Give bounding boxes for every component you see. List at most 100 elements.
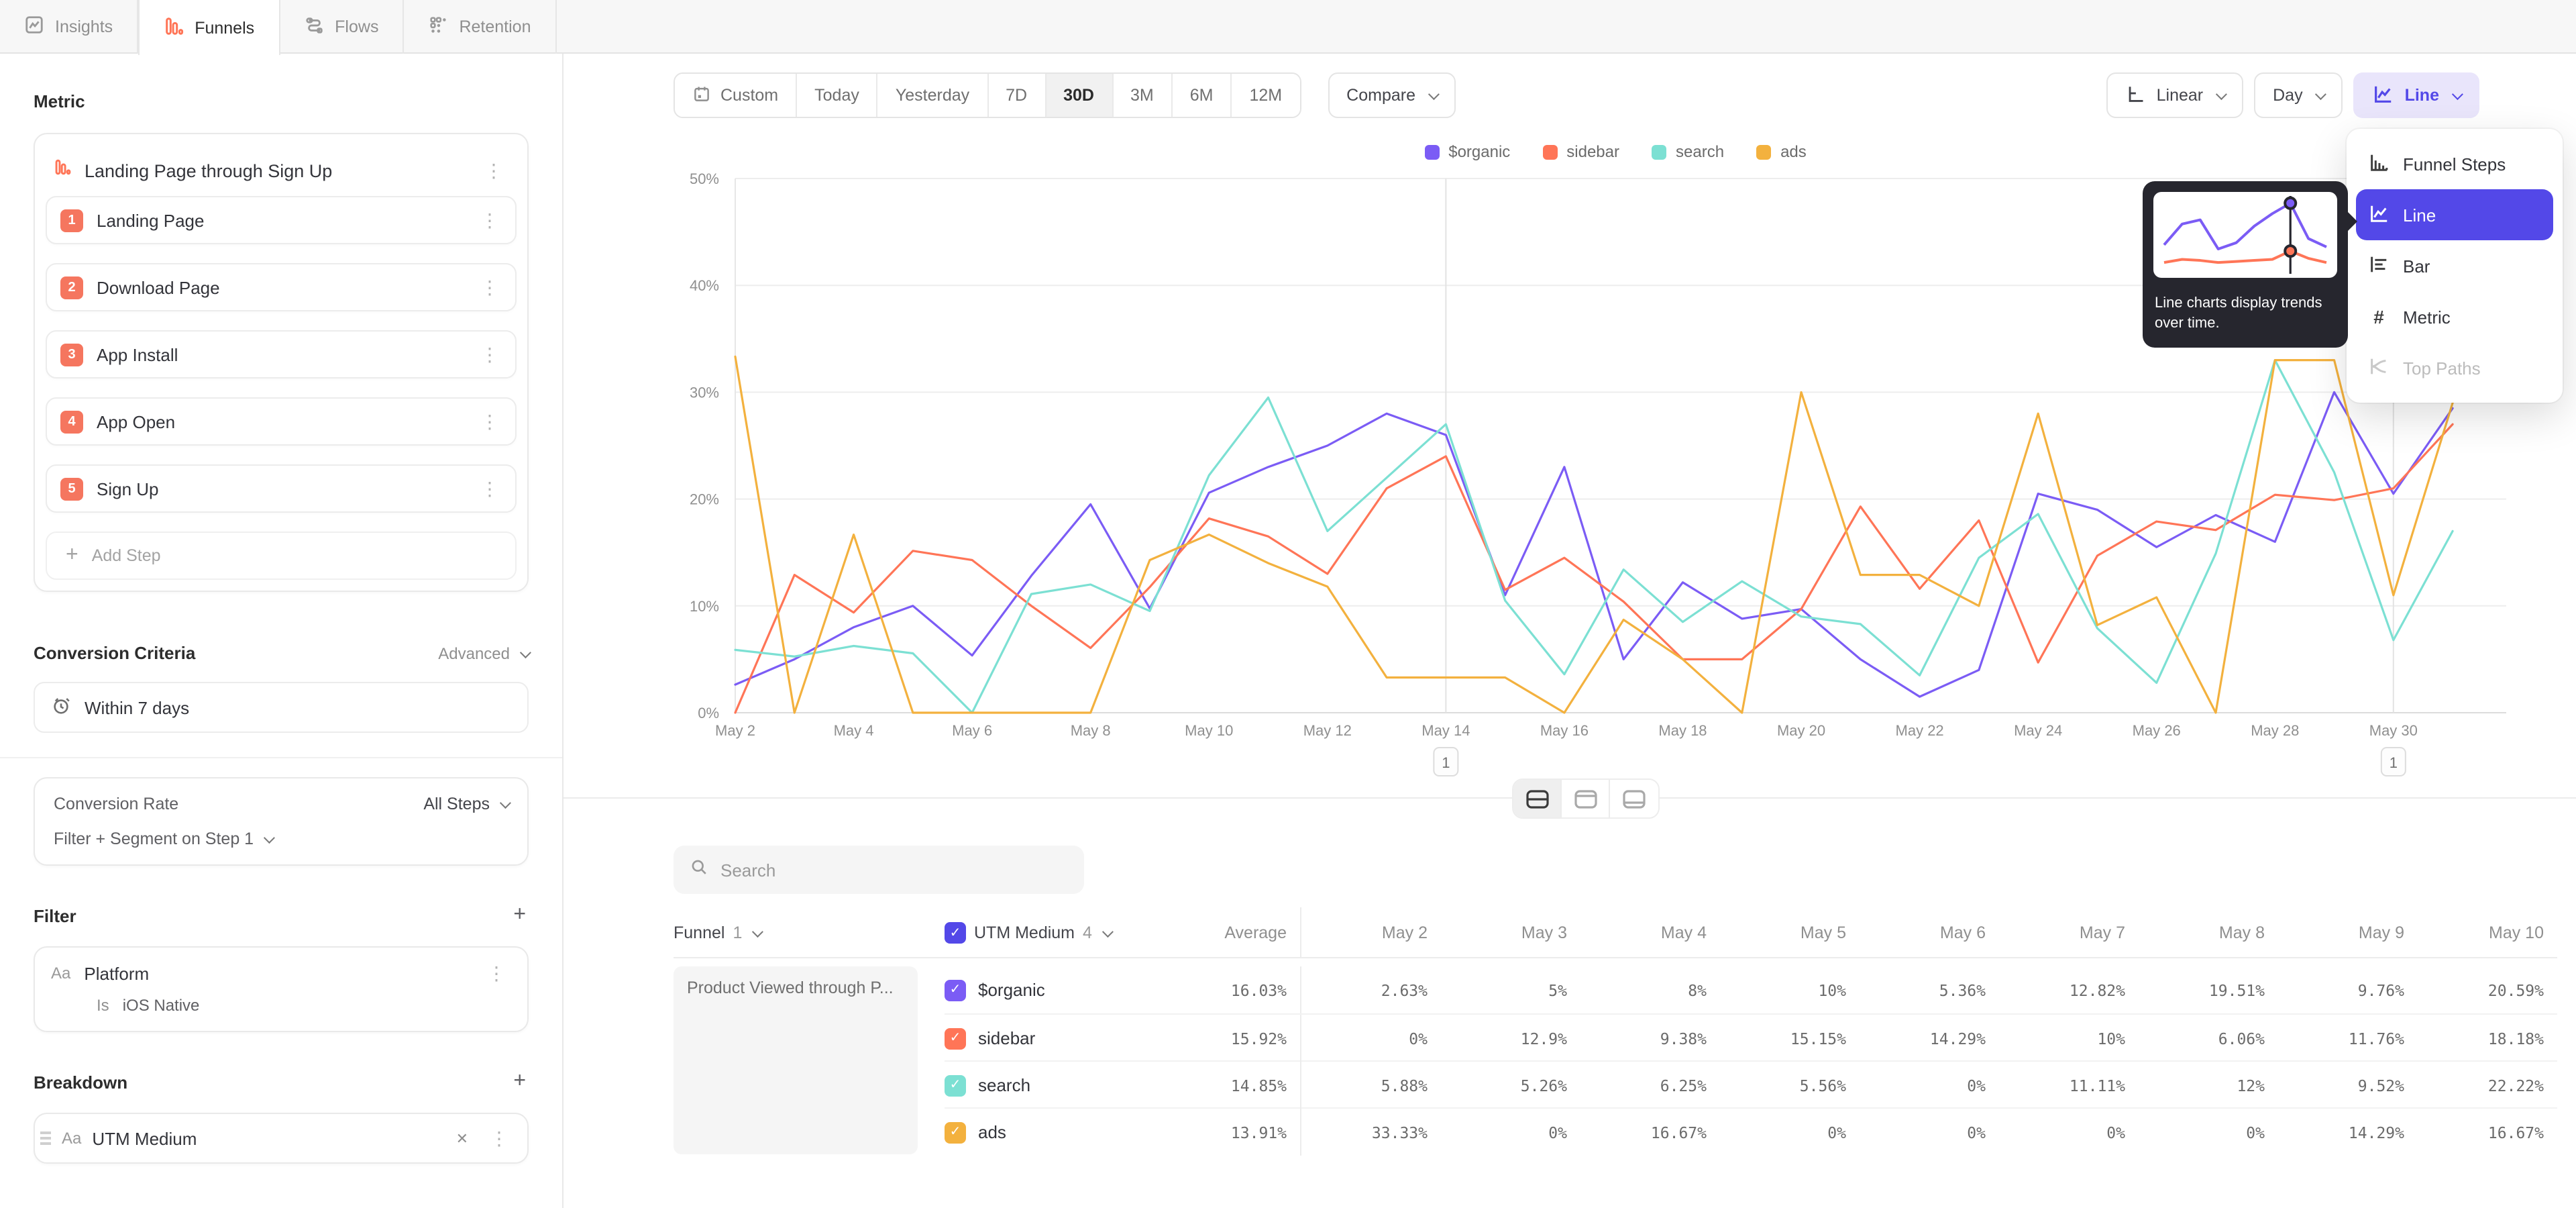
date-range-segmented-control: Custom Today Yesterday 7D 30D 3M 6M 12M bbox=[674, 72, 1301, 118]
filter-operator[interactable]: Is bbox=[97, 996, 109, 1015]
query-builder-sidebar: Metric Landing Page through Sign Up ⋮ 1 … bbox=[0, 54, 564, 1208]
svg-text:May 30: May 30 bbox=[2369, 722, 2418, 739]
menu-item-metric[interactable]: # Metric bbox=[2356, 291, 2553, 342]
column-header[interactable]: May 3 bbox=[1521, 923, 1567, 942]
all-steps-dropdown[interactable]: All Steps bbox=[423, 795, 511, 813]
range-label: 30D bbox=[1063, 86, 1094, 105]
close-icon[interactable]: ✕ bbox=[455, 1131, 468, 1147]
svg-text:May 8: May 8 bbox=[1071, 722, 1111, 739]
menu-item-funnel-steps[interactable]: Funnel Steps bbox=[2356, 138, 2553, 189]
funnel-step-3[interactable]: 3 App Install ⋮ bbox=[46, 330, 517, 379]
range-12m[interactable]: 12M bbox=[1232, 74, 1300, 117]
tab-flows[interactable]: Flows bbox=[280, 0, 405, 54]
range-today[interactable]: Today bbox=[797, 74, 878, 117]
funnel-step-2[interactable]: 2 Download Page ⋮ bbox=[46, 263, 517, 311]
funnel-title-row[interactable]: Landing Page through Sign Up ⋮ bbox=[46, 145, 517, 196]
column-header[interactable]: May 9 bbox=[2358, 923, 2404, 942]
conversion-window-row[interactable]: Within 7 days bbox=[34, 682, 529, 733]
column-header[interactable]: May 10 bbox=[2489, 923, 2544, 942]
range-label: 12M bbox=[1249, 86, 1283, 105]
range-7d[interactable]: 7D bbox=[988, 74, 1046, 117]
funnel-step-1[interactable]: 1 Landing Page ⋮ bbox=[46, 196, 517, 244]
tab-insights[interactable]: Insights bbox=[0, 0, 139, 54]
range-6m[interactable]: 6M bbox=[1172, 74, 1232, 117]
kebab-icon[interactable]: ⋮ bbox=[480, 411, 499, 432]
breakdown-column-dropdown[interactable]: ✓ UTM Medium 4 bbox=[945, 922, 1162, 944]
kebab-icon[interactable]: ⋮ bbox=[487, 962, 506, 984]
filter-property[interactable]: Platform bbox=[84, 963, 150, 983]
kebab-icon[interactable]: ⋮ bbox=[480, 209, 499, 231]
svg-text:May 18: May 18 bbox=[1658, 722, 1707, 739]
svg-text:May 22: May 22 bbox=[1896, 722, 1944, 739]
column-header-average[interactable]: Average bbox=[1162, 907, 1301, 958]
menu-item-bar[interactable]: Bar bbox=[2356, 240, 2553, 291]
kebab-icon[interactable]: ⋮ bbox=[480, 478, 499, 499]
cell: 5.26% bbox=[1520, 1076, 1567, 1095]
kebab-icon[interactable]: ⋮ bbox=[490, 1127, 508, 1149]
kebab-icon[interactable]: ⋮ bbox=[480, 344, 499, 365]
bar-chart-icon bbox=[2368, 253, 2390, 279]
row-checkbox[interactable]: ✓ bbox=[945, 1121, 966, 1143]
cell: 6.06% bbox=[2218, 1029, 2265, 1048]
filter-segment-dropdown[interactable]: Filter + Segment on Step 1 bbox=[54, 829, 275, 848]
menu-item-line-selected[interactable]: Line bbox=[2356, 189, 2553, 240]
range-custom[interactable]: Custom bbox=[675, 74, 798, 117]
column-header[interactable]: May 4 bbox=[1660, 923, 1707, 942]
funnel-column-dropdown[interactable]: Funnel 1 bbox=[674, 923, 945, 942]
cell: 5% bbox=[1548, 980, 1567, 999]
insights-icon bbox=[24, 15, 44, 39]
svg-text:40%: 40% bbox=[690, 277, 719, 294]
column-header[interactable]: May 7 bbox=[2079, 923, 2125, 942]
interval-dropdown[interactable]: Day bbox=[2254, 72, 2343, 118]
all-steps-value: All Steps bbox=[423, 795, 490, 813]
menu-item-label: Metric bbox=[2403, 307, 2451, 327]
column-header[interactable]: May 6 bbox=[1939, 923, 1986, 942]
range-yesterday[interactable]: Yesterday bbox=[877, 74, 989, 117]
column-header[interactable]: May 8 bbox=[2218, 923, 2265, 942]
column-header[interactable]: May 2 bbox=[1381, 923, 1428, 942]
search-input[interactable] bbox=[720, 860, 1068, 880]
advanced-dropdown[interactable]: Advanced bbox=[438, 644, 531, 662]
filter-value[interactable]: iOS Native bbox=[122, 996, 200, 1015]
row-checkbox[interactable]: ✓ bbox=[945, 979, 966, 1001]
legend-swatch bbox=[1756, 144, 1772, 159]
cell: 0% bbox=[1548, 1123, 1567, 1142]
funnel-group-cell[interactable]: Product Viewed through P... bbox=[674, 966, 918, 1154]
legend-item-organic[interactable]: $organic bbox=[1424, 142, 1510, 161]
select-all-checkbox[interactable]: ✓ bbox=[945, 922, 966, 944]
split-view-toggle[interactable] bbox=[1513, 780, 1562, 817]
filter-card: Aa Platform ⋮ Is iOS Native bbox=[34, 946, 529, 1032]
chart-view-toggle[interactable] bbox=[1562, 780, 1610, 817]
add-breakdown-button[interactable]: + bbox=[513, 1070, 526, 1093]
kebab-icon[interactable]: ⋮ bbox=[480, 276, 499, 298]
row-checkbox[interactable]: ✓ bbox=[945, 1027, 966, 1049]
funnel-step-4[interactable]: 4 App Open ⋮ bbox=[46, 397, 517, 446]
compare-button[interactable]: Compare bbox=[1328, 72, 1456, 118]
cell: 19.51% bbox=[2208, 980, 2265, 999]
cell: 16.67% bbox=[1650, 1123, 1707, 1142]
cell: 0% bbox=[2246, 1123, 2265, 1142]
column-header[interactable]: May 5 bbox=[1800, 923, 1846, 942]
funnel-step-5[interactable]: 5 Sign Up ⋮ bbox=[46, 464, 517, 513]
range-30d-selected[interactable]: 30D bbox=[1046, 74, 1113, 117]
add-step-button[interactable]: + Add Step bbox=[46, 532, 517, 580]
chart-type-dropdown[interactable]: Line bbox=[2353, 72, 2479, 118]
legend-item-sidebar[interactable]: sidebar bbox=[1542, 142, 1619, 161]
table-row-search: ✓ search 14.85% 5.88% 5.26% 6.25% 5.56% 0… bbox=[945, 1060, 2557, 1109]
breakdown-property[interactable]: UTM Medium bbox=[92, 1128, 197, 1148]
cell: 33.33% bbox=[1371, 1123, 1428, 1142]
add-filter-button[interactable]: + bbox=[513, 903, 526, 926]
kebab-icon[interactable]: ⋮ bbox=[484, 160, 503, 181]
legend-item-search[interactable]: search bbox=[1652, 142, 1724, 161]
drag-handle-icon[interactable] bbox=[40, 1131, 51, 1145]
interval-label: Day bbox=[2273, 86, 2303, 105]
row-checkbox[interactable]: ✓ bbox=[945, 1074, 966, 1096]
tab-funnels[interactable]: Funnels bbox=[138, 0, 280, 55]
cell: 11.11% bbox=[2069, 1076, 2125, 1095]
table-view-toggle[interactable] bbox=[1610, 780, 1658, 817]
scale-dropdown[interactable]: Linear bbox=[2106, 72, 2244, 118]
tab-retention[interactable]: Retention bbox=[404, 0, 557, 54]
cell-average: 13.91% bbox=[1162, 1109, 1301, 1156]
range-3m[interactable]: 3M bbox=[1113, 74, 1173, 117]
legend-item-ads[interactable]: ads bbox=[1756, 142, 1807, 161]
